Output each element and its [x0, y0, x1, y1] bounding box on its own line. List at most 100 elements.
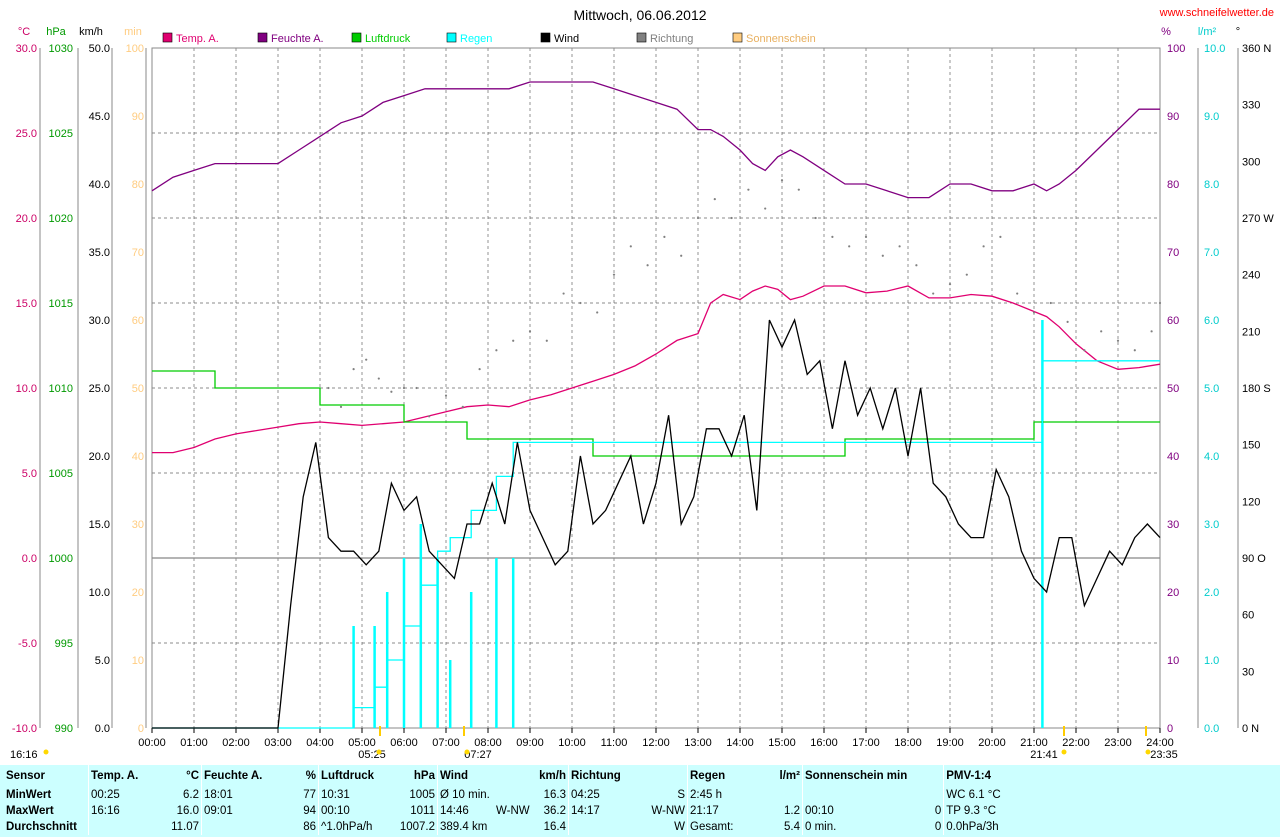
time-tick-label: 08:00 [474, 737, 502, 749]
stats-row-label: MinWert [6, 789, 52, 801]
rain-tick-label: 6.0 [1204, 315, 1219, 327]
time-tick-label: 18:00 [894, 737, 922, 749]
sun-marker-icon [376, 749, 382, 755]
stats-sun-time: 0 min. [802, 819, 910, 835]
sun-tick-label: 60 [132, 315, 144, 327]
direction-point [512, 339, 515, 342]
direction-point [915, 264, 918, 267]
direction-point [428, 415, 431, 418]
direction-tick-label: 150 [1242, 440, 1260, 452]
last-update-time: 23:35 [1150, 749, 1178, 761]
stats-temp-value: 6.2 [183, 789, 199, 801]
temp-tick-label: 10.0 [16, 383, 37, 395]
sun-marker-icon [1061, 749, 1067, 755]
pressure-tick-label: 1025 [49, 128, 73, 140]
stats-hum-time: 18:01 [201, 787, 280, 803]
stats-dir-value: S [677, 789, 685, 801]
direction-point [390, 390, 393, 393]
time-tick-label: 05:00 [348, 737, 376, 749]
direction-point [898, 245, 901, 248]
temp-tick-label: -5.0 [18, 638, 37, 650]
stats-dir-time [568, 819, 633, 835]
direction-point [1032, 311, 1036, 314]
rain-tick-label: 3.0 [1204, 519, 1219, 531]
wind-tick-label: 0.0 [95, 723, 110, 735]
sun-marker-icon [1145, 749, 1151, 755]
stats-wind-dir [494, 787, 534, 803]
time-tick-label: 11:00 [601, 737, 628, 749]
legend-swatch [446, 32, 457, 43]
direction-tick-label: 300 [1242, 156, 1260, 168]
stats-head-hum: Feuchte A. [201, 765, 280, 787]
stats-press-value: 1005 [409, 789, 435, 801]
stats-wind-value: 16.4 [543, 821, 566, 833]
pressure-tick-label: 1020 [49, 213, 73, 225]
stats-wind-dir-col [494, 765, 534, 787]
direction-point [680, 254, 683, 257]
direction-point [814, 216, 817, 220]
stats-head-temp: Temp. A. [88, 765, 157, 787]
legend-label: Temp. A. [176, 33, 219, 45]
legend-label: Wind [554, 33, 579, 45]
temp-tick-label: 30.0 [16, 43, 37, 55]
sun-marker-icon [43, 749, 49, 755]
wind-tick-label: 5.0 [95, 655, 110, 667]
direction-point [596, 311, 599, 314]
time-tick-label: 14:00 [726, 737, 754, 749]
sunset-time: 21:41 [1030, 749, 1058, 761]
pressure-tick-label: 990 [55, 723, 73, 735]
stats-sun-value: 0 [934, 821, 942, 833]
direction-point [864, 235, 868, 238]
rain-tick-label: 2.0 [1204, 587, 1219, 599]
stats-unit-hum: % [305, 770, 316, 782]
direction-point [352, 368, 355, 371]
stats-rain-time: 21:17 [687, 803, 758, 819]
stats-temp-value: 16.0 [176, 805, 199, 817]
time-tick-label: 19:00 [936, 737, 964, 749]
sun-tick-label: 0 [138, 723, 144, 735]
direction-point [478, 368, 481, 371]
wind-tick-label: 40.0 [89, 179, 110, 191]
direction-tick-label: 90 O [1242, 553, 1266, 565]
direction-point [831, 235, 834, 238]
sun-tick-label: 80 [132, 179, 144, 191]
temp-tick-label: 0.0 [22, 553, 37, 565]
direction-tick-label: 0 N [1242, 723, 1259, 735]
wind-tick-label: 50.0 [89, 43, 110, 55]
stats-row-label: Durchschnitt [6, 821, 77, 833]
direction-tick-label: 120 [1242, 496, 1260, 508]
stats-wind-dir: W-NW [496, 805, 530, 817]
humidity-tick-label: 40 [1167, 451, 1179, 463]
direction-point [528, 330, 532, 333]
pressure-tick-label: 1015 [49, 298, 73, 310]
direction-point [461, 405, 464, 408]
direction-point [965, 273, 968, 276]
direction-point [713, 198, 716, 201]
stats-unit-press: hPa [413, 770, 435, 782]
direction-point [948, 283, 952, 286]
stats-dir-value: W [674, 821, 685, 833]
time-tick-label: 17:00 [852, 737, 880, 749]
axis-unit-label: °C [18, 26, 30, 38]
direction-point [629, 245, 632, 248]
direction-tick-label: 240 [1242, 270, 1260, 282]
grid [39, 47, 1239, 729]
sun-tick-label: 90 [132, 111, 144, 123]
humidity-tick-label: 100 [1167, 43, 1185, 55]
direction-point [881, 254, 884, 257]
stats-row-max: MaxWert 16:16 16.0 09:01 94 00:10 1011 1… [0, 803, 1029, 819]
direction-point [730, 216, 733, 220]
website-link[interactable]: www.schneifelwetter.de [1159, 7, 1274, 19]
legend-label: Luftdruck [365, 33, 411, 45]
direction-point [377, 377, 380, 380]
legend-label: Richtung [650, 33, 693, 45]
legend-swatch [351, 32, 362, 43]
sun-tick-label: 50 [132, 383, 144, 395]
time-tick-label: 10:00 [558, 737, 586, 749]
rain-tick-label: 5.0 [1204, 383, 1219, 395]
humidity-tick-label: 30 [1167, 519, 1179, 531]
stats-dir-time: 04:25 [568, 787, 633, 803]
humidity-tick-label: 70 [1167, 247, 1179, 259]
rain-tick-label: 9.0 [1204, 111, 1219, 123]
stats-hum-value: 77 [303, 789, 316, 801]
